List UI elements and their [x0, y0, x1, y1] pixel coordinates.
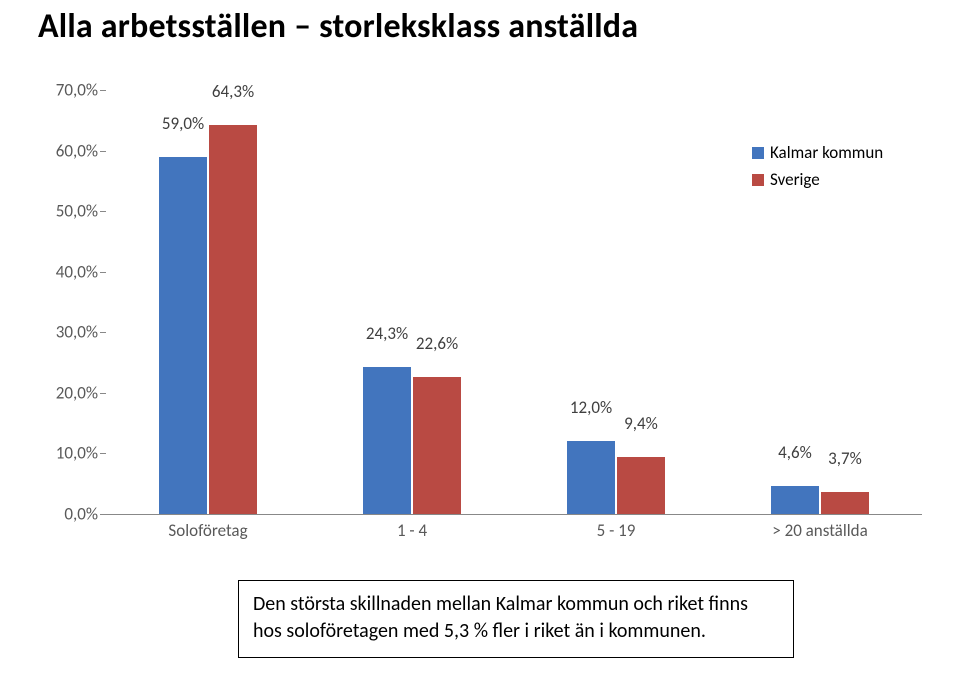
bar [617, 457, 665, 514]
y-tick-label: 70,0% [38, 80, 98, 101]
legend-item: Kalmar kommun [752, 142, 883, 163]
legend-swatch-icon [752, 174, 764, 186]
caption-box: Den största skillnaden mellan Kalmar kom… [238, 580, 794, 658]
y-tick-label: 20,0% [38, 382, 98, 403]
value-label: 9,4% [624, 413, 658, 434]
legend-item: Sverige [752, 169, 883, 190]
legend-label: Sverige [770, 169, 820, 190]
y-tick-mark [100, 151, 106, 152]
x-category-label: > 20 anställda [772, 520, 867, 541]
y-tick-mark [100, 453, 106, 454]
value-label: 24,3% [366, 323, 408, 344]
y-tick-label: 30,0% [38, 322, 98, 343]
bar [771, 486, 819, 514]
bar [567, 441, 615, 514]
value-label: 59,0% [162, 113, 204, 134]
bar [413, 377, 461, 514]
y-tick-mark [100, 90, 106, 91]
x-category-label: Soloföretag [168, 520, 247, 541]
y-tick-mark [100, 514, 106, 515]
value-label: 22,6% [416, 333, 458, 354]
value-label: 3,7% [828, 448, 862, 469]
y-tick-label: 60,0% [38, 140, 98, 161]
y-tick-mark [100, 211, 106, 212]
bar [821, 492, 869, 514]
value-label: 4,6% [778, 442, 812, 463]
bar [363, 367, 411, 514]
value-label: 12,0% [570, 397, 612, 418]
x-category-label: 5 - 19 [597, 520, 636, 541]
y-tick-mark [100, 272, 106, 273]
caption-text: hos soloföretagen med 5,3 % fler i riket… [253, 619, 706, 643]
y-tick-label: 0,0% [38, 504, 98, 525]
caption-text: Den största skillnaden mellan Kalmar kom… [253, 592, 748, 616]
legend-label: Kalmar kommun [770, 142, 883, 163]
legend: Kalmar kommun Sverige [752, 142, 883, 196]
y-tick-mark [100, 332, 106, 333]
bar [209, 125, 257, 514]
y-tick-mark [100, 393, 106, 394]
bar [159, 157, 207, 514]
y-tick-label: 10,0% [38, 443, 98, 464]
y-tick-label: 50,0% [38, 201, 98, 222]
legend-swatch-icon [752, 147, 764, 159]
value-label: 64,3% [212, 81, 254, 102]
page-title: Alla arbetsställen – storleksklass anstä… [38, 6, 638, 47]
x-category-label: 1 - 4 [397, 520, 427, 541]
y-tick-label: 40,0% [38, 261, 98, 282]
